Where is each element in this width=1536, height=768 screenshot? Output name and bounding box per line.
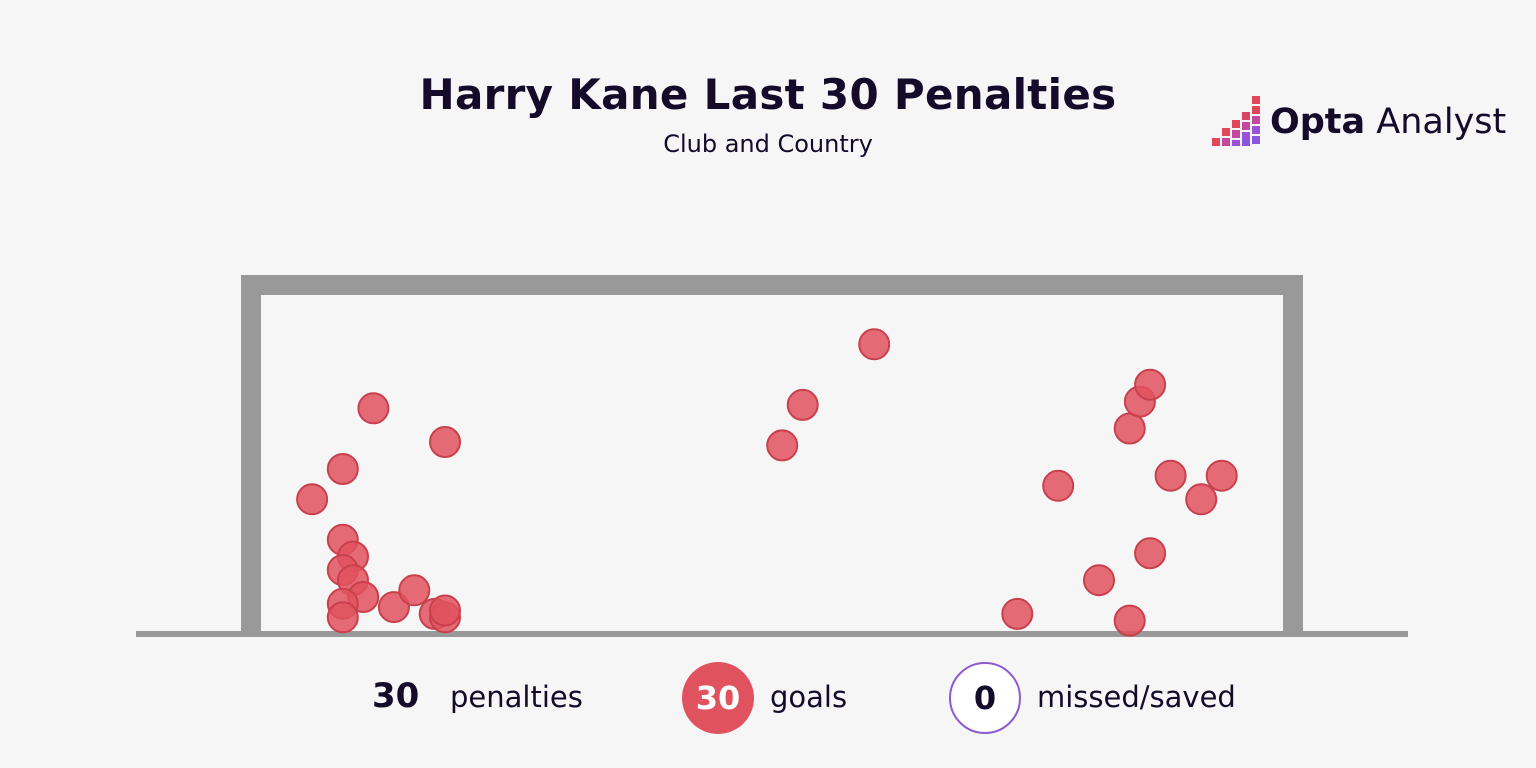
legend-missed-marker: 0 (949, 662, 1021, 734)
left-post (241, 275, 261, 635)
legend-penalties-count: 30 (372, 676, 420, 716)
goal-point-27 (1134, 537, 1167, 570)
crossbar (241, 275, 1303, 295)
goal-point-23 (1113, 604, 1146, 637)
brand-name: Opta Analyst (1270, 102, 1506, 142)
goal-point-3 (357, 392, 390, 425)
goal-point-29 (1185, 483, 1218, 516)
goal-point-11 (326, 601, 359, 634)
goal-point-2 (326, 453, 359, 485)
legend: 30 penalties 30 goals 0 missed/saved (0, 662, 1536, 734)
goal-line (136, 631, 1408, 637)
goal-frame (136, 275, 1408, 637)
goal-point-17 (766, 429, 799, 462)
chart-subtitle: Club and Country (663, 130, 873, 158)
brand-name-regular: Analyst (1365, 102, 1507, 142)
legend-missed-label: missed/saved (1037, 680, 1236, 714)
goal-point-20 (1001, 597, 1034, 630)
goal-point-21 (1042, 469, 1075, 502)
opta-analyst-logo: Opta Analyst (1208, 94, 1506, 150)
goal-point-22 (1083, 564, 1115, 597)
legend-goals-count: 30 (695, 679, 741, 717)
goal-point-24 (1113, 412, 1146, 445)
goal-point-16 (429, 594, 461, 627)
goal-point-1 (296, 483, 329, 516)
legend-penalties-label: penalties (450, 680, 583, 714)
opta-logo-icon (1212, 96, 1260, 146)
goal-point-4 (429, 426, 461, 458)
brand-name-bold: Opta (1270, 102, 1366, 142)
penalty-points (296, 328, 1238, 637)
right-post (1283, 275, 1303, 635)
goal-point-18 (786, 388, 819, 421)
goal-point-26 (1134, 368, 1167, 401)
legend-missed-count: 0 (973, 679, 997, 717)
goal-point-13 (398, 574, 431, 607)
legend-goals-marker: 30 (682, 662, 754, 734)
legend-goals-label: goals (770, 680, 848, 714)
goal-point-28 (1154, 459, 1187, 492)
goal-point-19 (858, 328, 891, 361)
chart-title: Harry Kane Last 30 Penalties (419, 70, 1117, 119)
goal-point-30 (1205, 459, 1238, 492)
